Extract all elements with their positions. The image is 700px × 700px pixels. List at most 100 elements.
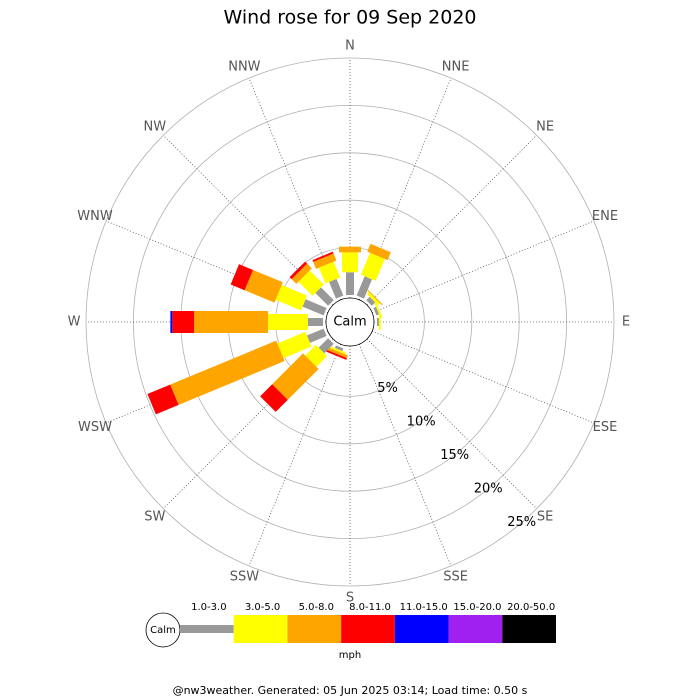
- bar-segment: [329, 278, 344, 299]
- ring-label: 5%: [377, 381, 398, 396]
- legend-label: 3.0-5.0: [245, 602, 280, 613]
- bar-segment: [326, 347, 349, 359]
- bar-segment: [315, 287, 334, 306]
- bar-segment: [147, 384, 179, 415]
- spoke: [349, 321, 595, 424]
- direction-bar: [260, 338, 334, 412]
- bar-segment: [378, 314, 381, 330]
- bar-segment: [244, 269, 283, 303]
- legend-label: 1.0-3.0: [191, 602, 226, 613]
- direction-bar: [312, 251, 344, 299]
- ring-label: 15%: [440, 448, 469, 463]
- bar-segment: [318, 261, 341, 284]
- bar-segment: [306, 328, 327, 343]
- bar-segment: [305, 344, 328, 367]
- bar-segment: [170, 340, 285, 405]
- bar-segment: [312, 251, 334, 262]
- direction-bar: [230, 264, 327, 316]
- bar-segment: [366, 291, 381, 306]
- ring-label: 20%: [474, 482, 503, 497]
- spoke: [349, 220, 595, 323]
- spoke: [163, 321, 351, 509]
- bar-segment: [302, 299, 327, 316]
- bar-segment: [339, 246, 361, 253]
- legend-label: 15.0-20.0: [453, 602, 501, 613]
- direction-label: NW: [144, 119, 167, 134]
- spoke: [349, 77, 452, 323]
- direction-label: SW: [144, 510, 165, 525]
- direction-bar: [147, 328, 327, 415]
- direction-bar: [376, 314, 381, 330]
- direction-bar: [356, 243, 391, 299]
- direction-bar: [325, 345, 349, 360]
- bar-segment: [325, 349, 347, 360]
- direction-bar: [289, 261, 334, 306]
- legend-swatch: [287, 615, 342, 643]
- bar-segment: [230, 264, 254, 291]
- legend-swatch: [341, 615, 395, 643]
- unit-label: mph: [339, 650, 361, 661]
- direction-label: ESE: [593, 420, 618, 435]
- calm-label: Calm: [333, 315, 366, 330]
- direction-bar: [366, 289, 383, 306]
- bar-segment: [272, 353, 319, 400]
- legend-label: 20.0-50.0: [507, 602, 555, 613]
- direction-label: NE: [536, 119, 554, 134]
- chart-title: Wind rose for 09 Sep 2020: [223, 7, 476, 29]
- ring: [85, 57, 615, 587]
- footer: @nw3weather. Generated: 05 Jun 2025 03:1…: [173, 684, 528, 697]
- direction-label: NNE: [442, 60, 470, 75]
- direction-bar: [170, 311, 324, 333]
- bar-segment: [366, 296, 376, 306]
- direction-label: E: [622, 315, 630, 330]
- bar-segment: [275, 285, 308, 311]
- direction-label: WSW: [78, 420, 112, 435]
- bar-segment: [194, 311, 269, 333]
- bar-segment: [356, 276, 373, 299]
- bar-segment: [330, 346, 346, 355]
- ring-label: 25%: [507, 515, 536, 530]
- spoke: [248, 77, 351, 323]
- legend-label: 11.0-15.0: [400, 602, 448, 613]
- bar-segment: [291, 263, 312, 284]
- bar-segment: [366, 289, 383, 306]
- legend-swatch: [448, 615, 503, 643]
- bar-segment: [373, 306, 380, 316]
- bar-segment: [318, 338, 334, 354]
- spoke: [349, 321, 452, 567]
- bar-segment: [367, 243, 391, 261]
- bar-segment: [307, 318, 324, 326]
- legend-calm-label: Calm: [150, 625, 176, 636]
- direction-label: WNW: [77, 209, 113, 224]
- bar-segment: [277, 331, 312, 359]
- bar-segment: [376, 318, 379, 326]
- bar-segment: [289, 261, 308, 280]
- spoke: [163, 135, 351, 323]
- legend-swatch: [180, 625, 234, 633]
- bar-segment: [172, 311, 195, 333]
- direction-label: NNW: [228, 60, 260, 75]
- spoke: [248, 321, 351, 567]
- legend-label: 5.0-8.0: [299, 602, 334, 613]
- bar-segment: [298, 270, 324, 296]
- legend-swatch: [233, 615, 288, 643]
- direction-label: SE: [537, 510, 553, 525]
- spoke: [349, 321, 537, 509]
- direction-label: SSE: [443, 569, 468, 584]
- bar-segment: [334, 345, 344, 352]
- bar-segment: [170, 311, 173, 333]
- spoke: [105, 220, 351, 323]
- legend-label: 8.0-11.0: [349, 602, 391, 613]
- direction-label: ENE: [592, 209, 618, 224]
- direction-label: SSW: [230, 569, 260, 584]
- bar-segment: [313, 253, 337, 269]
- legend-swatch: [502, 615, 556, 643]
- legend-swatch: [394, 615, 449, 643]
- direction-bar: [339, 246, 361, 295]
- bar-segment: [260, 384, 288, 412]
- bar-segment: [268, 314, 308, 330]
- calm-circle: [325, 297, 375, 347]
- bar-segment: [346, 272, 354, 295]
